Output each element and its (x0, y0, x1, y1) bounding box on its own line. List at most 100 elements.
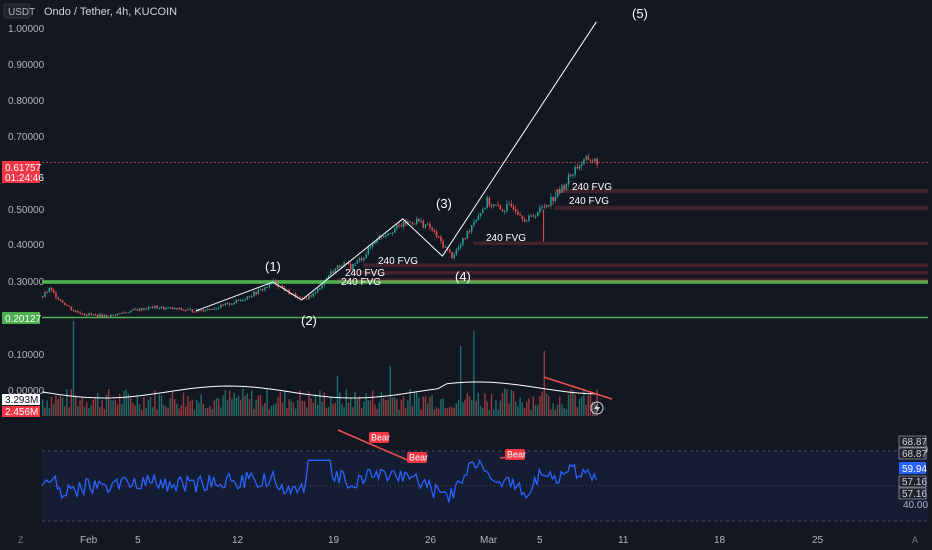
volume-bar (262, 405, 264, 416)
candle-body (330, 271, 332, 275)
volume-bar (53, 403, 55, 416)
volume-bar (477, 392, 479, 416)
volume-bar (70, 388, 72, 416)
volume-bar (125, 389, 127, 416)
volume-bar (462, 402, 464, 416)
volume-bar (383, 398, 385, 416)
volume-bar (92, 399, 94, 416)
rsi-divergence-line (337, 429, 413, 463)
elliott-wave-line (195, 21, 597, 312)
volume-bar (378, 402, 380, 416)
candle-body (112, 314, 114, 316)
candle-body (264, 287, 266, 291)
y-tick-label: 0.30000 (8, 277, 45, 288)
volume-bar (308, 391, 310, 416)
candle-body (466, 230, 469, 239)
volume-bar (215, 398, 218, 416)
currency-badge[interactable] (3, 3, 31, 19)
volume-bar (248, 398, 251, 416)
candle-body (189, 309, 191, 311)
volume-bar (156, 409, 158, 416)
candle-body (345, 262, 348, 264)
candle-body (79, 312, 81, 314)
fvg-label: 240 FVG (572, 182, 612, 193)
candle-body (427, 223, 429, 225)
candle-body (116, 313, 119, 316)
candle-body (490, 205, 493, 207)
candle-body (114, 314, 117, 316)
volume-bar (207, 408, 209, 416)
candle-body (493, 204, 495, 207)
candle-body (165, 307, 167, 310)
volume-bar (561, 404, 563, 416)
volume-bar (541, 391, 543, 416)
candle-body (385, 235, 387, 237)
footer-left-icon[interactable]: Z (18, 535, 24, 545)
volume-bar (341, 403, 343, 416)
volume-bar (86, 402, 88, 416)
x-tick-label: 19 (328, 535, 340, 546)
candle-body (482, 209, 484, 214)
volume-bar (552, 403, 554, 416)
candle-body (429, 223, 431, 228)
candle-body (50, 287, 53, 291)
volume-bar (479, 405, 482, 416)
volume-bar (574, 394, 576, 416)
candle-body (526, 220, 528, 222)
candle-body (400, 225, 403, 227)
fvg-label: 240 FVG (486, 233, 526, 244)
volume-bar (57, 399, 59, 416)
candle-body (464, 238, 466, 240)
y-tick-label: 0.90000 (8, 60, 45, 71)
volume-bar (240, 400, 242, 416)
candle-body (68, 305, 70, 307)
candle-body (108, 316, 110, 318)
lightning-icon[interactable] (590, 401, 604, 415)
volume-bar (222, 395, 224, 416)
volume-bar (517, 406, 519, 416)
fvg-zone (554, 205, 928, 210)
volume-bar (402, 396, 405, 416)
x-tick-label: 11 (618, 535, 629, 546)
volume-bar (565, 409, 567, 416)
candle-body (262, 289, 264, 291)
volume-bar (497, 409, 499, 416)
volume-bar (66, 389, 68, 416)
volume-bar (158, 394, 160, 416)
candle-body (508, 203, 510, 205)
candle-body (323, 280, 326, 285)
volume-bar (596, 389, 598, 416)
candle-body (237, 299, 240, 301)
volume-bar (42, 399, 44, 416)
volume-bar (242, 388, 244, 416)
candle-body (479, 213, 482, 216)
volume-bar (433, 409, 435, 416)
volume-value-2: 2.456M (5, 407, 38, 418)
volume-bar (508, 403, 510, 416)
volume-bar (277, 396, 279, 416)
volume-bar (358, 396, 361, 416)
fvg-zone (350, 270, 928, 275)
volume-bar (193, 409, 196, 416)
candle-body (383, 235, 385, 238)
volume-bar (319, 390, 321, 416)
volume-bar (424, 396, 427, 416)
volume-bar (317, 404, 319, 416)
footer-right-icon[interactable]: A (912, 535, 918, 545)
candle-body (369, 246, 372, 248)
volume-bar (88, 408, 90, 416)
candle-body (488, 197, 491, 206)
rsi-badge-3: 59.94 (902, 464, 927, 475)
volume-bar (288, 399, 290, 416)
volume-bar (583, 388, 585, 416)
candle-body (127, 312, 130, 314)
volume-bar (213, 400, 215, 416)
candle-body (53, 290, 55, 293)
fvg-label: 240 FVG (569, 196, 609, 207)
volume-bar (504, 388, 506, 416)
support-level-badge: 0.20127 (2, 312, 42, 325)
volume-bar (138, 404, 141, 416)
volume-bar (345, 388, 347, 416)
